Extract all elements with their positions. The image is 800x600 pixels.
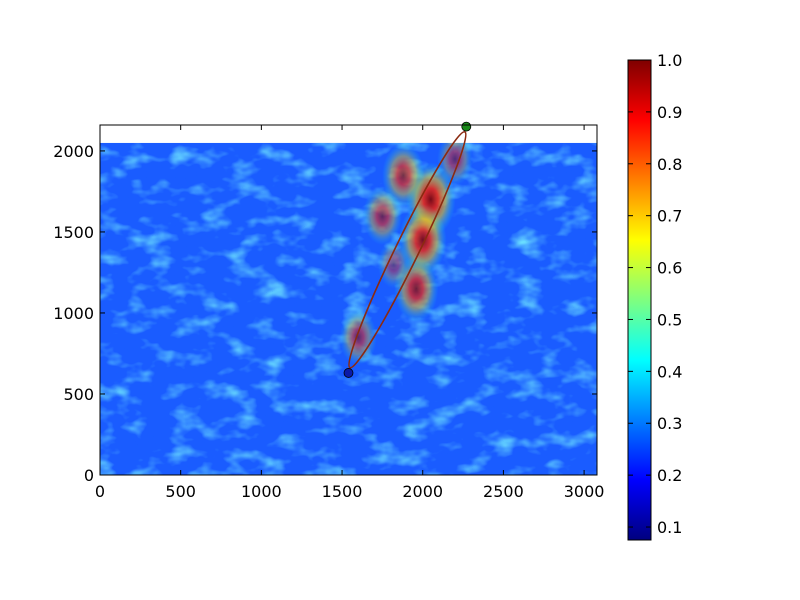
x-tick-label: 2000 <box>402 482 443 501</box>
colorbar-tick-label: 0.3 <box>657 414 682 433</box>
colorbar-tick-label: 0.6 <box>657 259 682 278</box>
heatmap-grain <box>100 142 597 475</box>
point-start <box>343 368 354 378</box>
x-tick-label: 2500 <box>483 482 524 501</box>
heatmap-image <box>100 142 597 475</box>
hotspot-5 <box>377 240 410 289</box>
y-axis: 0 500 1000 1500 2000 <box>53 142 597 485</box>
colorbar-ticks: 0.1 0.2 0.3 0.4 0.5 0.6 0.7 0.8 0.9 1.0 <box>628 51 682 537</box>
hotspot-4 <box>362 186 402 245</box>
fit-ellipse <box>348 130 467 369</box>
marker-points <box>343 121 472 378</box>
colorbar-tick-label: 0.1 <box>657 518 682 537</box>
axes-frame <box>99 124 598 476</box>
colorbar-tick-label: 0.9 <box>657 103 682 122</box>
colorbar-tick-label: 0.8 <box>657 155 682 174</box>
y-tick-label: 0 <box>84 466 94 485</box>
colorbar-gradient <box>627 59 652 541</box>
point-end <box>461 121 472 132</box>
hotspots <box>339 142 473 366</box>
y-tick-label: 500 <box>63 385 94 404</box>
colorbar-tick-label: 0.7 <box>657 207 682 226</box>
x-tick-label: 500 <box>165 482 196 501</box>
hotspot-6 <box>339 309 377 366</box>
y-tick-label: 2000 <box>53 142 94 161</box>
x-tick-label: 3000 <box>564 482 605 501</box>
x-tick-label: 0 <box>95 482 105 501</box>
y-tick-label: 1500 <box>53 223 94 242</box>
colorbar-tick-label: 0.2 <box>657 466 682 485</box>
colorbar-tick-label: 0.4 <box>657 362 682 381</box>
plot-area: 0 500 1000 1500 2000 2500 3000 0 500 1000 1500 200… <box>53 121 605 501</box>
x-axis: 0 500 1000 1500 2000 2500 3000 <box>95 125 605 501</box>
x-tick-label: 1500 <box>322 482 363 501</box>
y-tick-label: 1000 <box>53 304 94 323</box>
colorbar: 0.1 0.2 0.3 0.4 0.5 0.6 0.7 0.8 0.9 1.0 <box>627 51 682 541</box>
colorbar-tick-label: 1.0 <box>657 51 682 70</box>
colorbar-tick-label: 0.5 <box>657 310 682 329</box>
x-tick-label: 1000 <box>241 482 282 501</box>
